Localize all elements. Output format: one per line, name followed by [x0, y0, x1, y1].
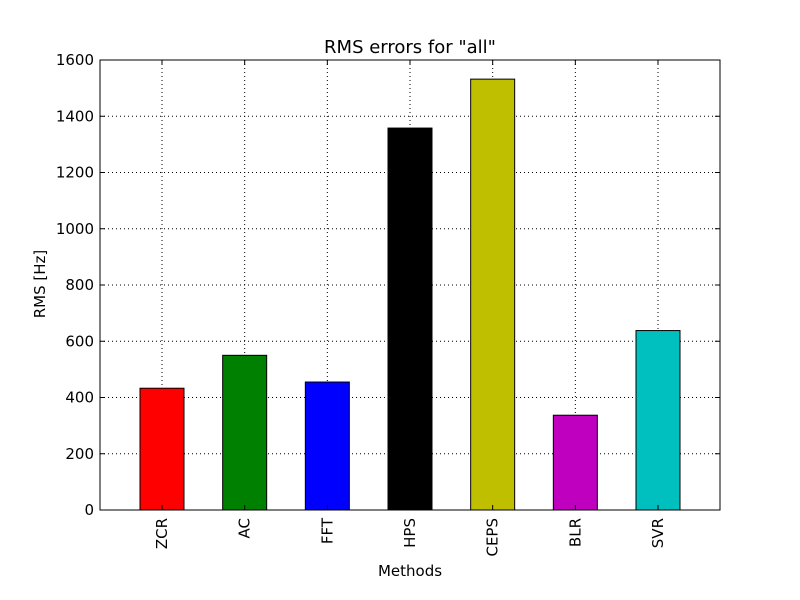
y-axis-label: RMS [Hz]: [31, 250, 49, 319]
ticks: 0 200 400 600 800 1000 1200 1400 1600 ZCR AC FFT HPS…: [56, 51, 720, 557]
y-tick-label: 1200: [56, 164, 94, 182]
chart-title: RMS errors for "all": [324, 37, 496, 58]
x-tick-label: FFT: [318, 517, 336, 544]
y-tick-label: 200: [65, 445, 94, 463]
bar-blr: [552, 414, 598, 511]
x-tick-label: AC: [236, 518, 254, 538]
y-tick-label: 1600: [56, 51, 94, 69]
bar-fft: [304, 381, 350, 511]
bars: [139, 78, 681, 511]
x-tick-label: HPS: [401, 518, 419, 548]
plot-frame: [99, 59, 721, 511]
y-tick-label: 800: [65, 276, 94, 294]
bar-zcr: [139, 387, 185, 511]
bar-ac: [222, 354, 268, 511]
bar-svr: [635, 330, 681, 511]
y-tick-label: 1400: [56, 107, 94, 125]
x-tick-label: CEPS: [484, 518, 502, 557]
bar-ceps: [470, 78, 516, 511]
x-tick-label: BLR: [566, 518, 584, 547]
y-tick-label: 1000: [56, 220, 94, 238]
y-tick-label: 0: [84, 501, 94, 519]
bar-hps: [387, 127, 433, 511]
x-axis-label: Methods: [378, 562, 442, 580]
x-tick-label: ZCR: [153, 518, 171, 549]
x-tick-label: SVR: [649, 518, 667, 548]
y-tick-label: 600: [65, 332, 94, 350]
y-tick-label: 400: [65, 389, 94, 407]
